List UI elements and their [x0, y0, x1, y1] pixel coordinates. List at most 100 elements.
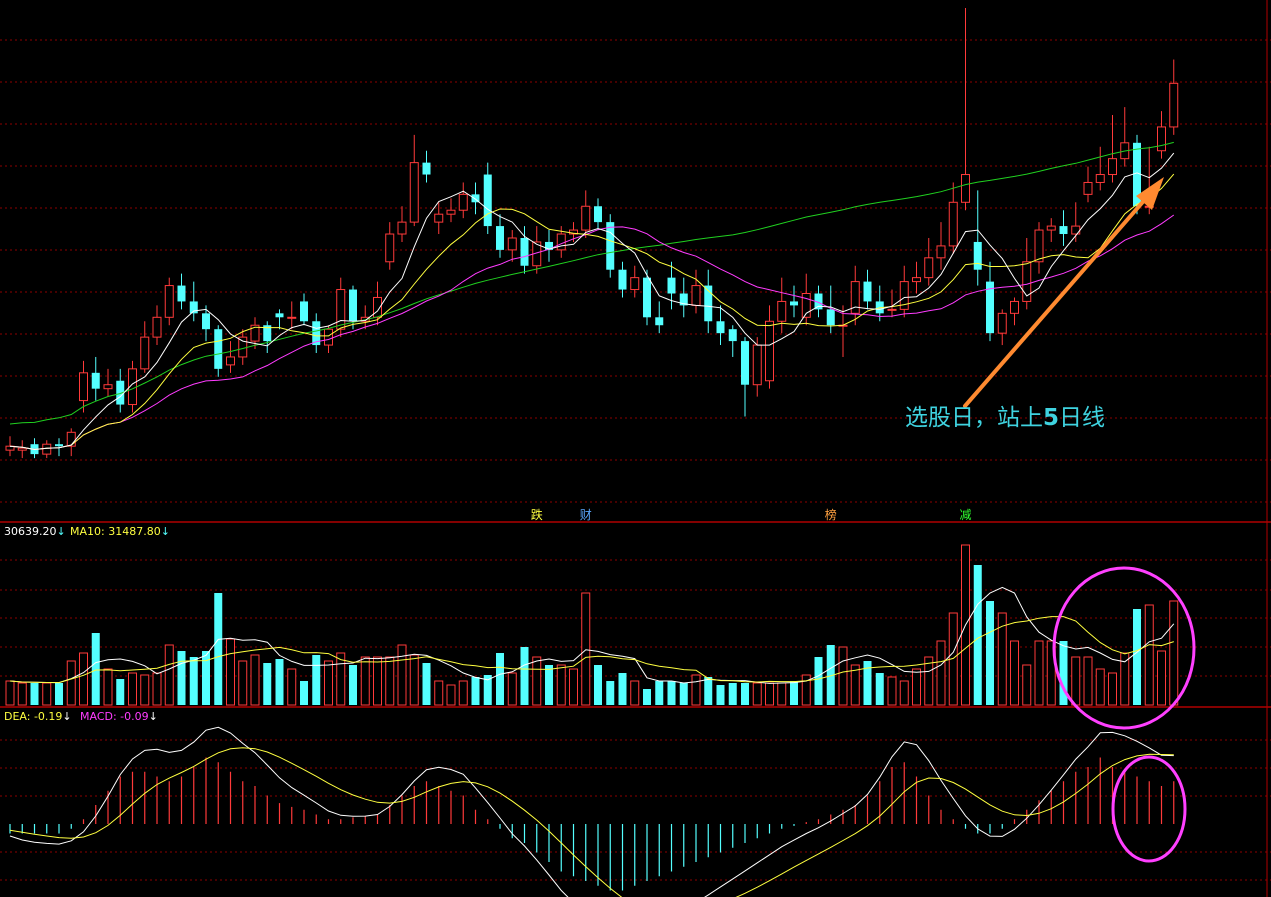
- candle-body: [1046, 225, 1056, 231]
- candle-body: [1133, 142, 1141, 207]
- volume-bar: [263, 663, 272, 705]
- candle-body: [1059, 226, 1068, 235]
- candle-body: [275, 313, 284, 318]
- volume-bar: [606, 681, 615, 705]
- volume-bar: [471, 677, 480, 705]
- volume-bar: [924, 656, 934, 706]
- candle-body: [752, 344, 762, 386]
- volume-bar: [556, 664, 566, 706]
- volume-bar: [936, 640, 946, 706]
- volume-bar: [679, 683, 688, 705]
- volume-bar: [1157, 650, 1166, 706]
- volume-bar: [164, 644, 174, 706]
- candle-body: [446, 209, 456, 215]
- candle-body: [606, 222, 615, 270]
- volume-bar: [741, 683, 749, 705]
- candle-body: [1157, 126, 1166, 152]
- volume-bar: [704, 677, 713, 705]
- candle-body: [177, 285, 186, 302]
- volume-ma5-label: 30639.20↓: [4, 525, 66, 538]
- volume-ma10-line: [9, 616, 1174, 684]
- macd-highlight-circle: [1111, 755, 1187, 863]
- candle-body: [899, 281, 909, 310]
- volume-bar: [520, 647, 529, 705]
- candle-body: [545, 241, 553, 250]
- volume-bar: [1133, 609, 1141, 705]
- candle-body: [214, 329, 223, 369]
- volume-bar: [140, 674, 150, 706]
- ma5-line: [9, 152, 1175, 451]
- candle-body: [202, 313, 210, 330]
- candle-body: [1108, 158, 1117, 176]
- volume-bar: [863, 661, 872, 705]
- volume-bar: [79, 652, 88, 706]
- volume-bar: [875, 673, 884, 705]
- event-tag: 跌: [531, 507, 543, 522]
- candle-body: [850, 281, 860, 314]
- candle-body: [5, 445, 15, 451]
- volume-bar: [594, 665, 602, 705]
- volume-bar: [189, 657, 198, 705]
- volume-bar: [986, 601, 994, 705]
- candle-body: [973, 241, 982, 270]
- volume-bar: [532, 656, 542, 706]
- volume-bar: [1034, 640, 1044, 706]
- volume-bar: [17, 682, 27, 706]
- volume-bar: [91, 633, 100, 705]
- volume-bar: [177, 651, 186, 705]
- candle-body: [164, 285, 174, 318]
- volume-bar: [973, 565, 982, 705]
- candle-body: [520, 237, 529, 266]
- event-tag: 减: [959, 508, 971, 522]
- volume-bar: [360, 656, 370, 706]
- candle-body: [152, 316, 162, 338]
- candle-body: [349, 289, 357, 322]
- candle-body: [250, 324, 260, 342]
- candle-body: [91, 372, 100, 389]
- volume-bar: [66, 660, 76, 706]
- candle-body: [777, 300, 787, 322]
- candle-body: [17, 447, 27, 451]
- volume-bar: [214, 593, 223, 705]
- volume-bar: [128, 672, 137, 706]
- volume-bar: [1059, 641, 1068, 705]
- volume-bar: [55, 683, 63, 705]
- candle-body: [226, 356, 235, 366]
- volume-bar: [1046, 640, 1056, 706]
- candle-body: [1095, 174, 1105, 183]
- candle-body: [556, 233, 566, 251]
- volume-bar: [581, 592, 591, 706]
- candle-body: [924, 257, 934, 279]
- candle-body: [936, 245, 946, 259]
- event-tag: 榜: [825, 507, 837, 522]
- candle-body: [238, 336, 248, 358]
- candle-body: [594, 206, 602, 223]
- ma20-line: [9, 214, 1175, 451]
- candle-body: [790, 301, 798, 306]
- volume-bar: [1095, 668, 1105, 706]
- volume-bar: [300, 681, 308, 705]
- volume-bar: [850, 664, 860, 706]
- volume-bar: [1071, 656, 1081, 706]
- candle-body: [385, 233, 395, 263]
- volume-bar: [373, 656, 382, 706]
- macd-dea-label: DEA: -0.19↓: [4, 710, 72, 723]
- annotation-arrow: [963, 194, 1150, 408]
- volume-bar: [30, 683, 39, 705]
- volume-bar: [667, 681, 676, 705]
- volume-bar: [1144, 604, 1154, 706]
- candle-body: [679, 293, 688, 306]
- candle-body: [103, 384, 113, 390]
- ma10-line: [9, 173, 1175, 451]
- candle-body: [324, 328, 333, 346]
- volume-bar: [103, 668, 113, 706]
- volume-bar: [826, 645, 835, 705]
- volume-bar: [275, 659, 284, 705]
- volume-bar: [912, 668, 921, 706]
- volume-ma5-line: [9, 586, 1175, 684]
- volume-bar: [324, 660, 333, 706]
- candle-body: [948, 201, 958, 247]
- candle-body: [691, 285, 701, 306]
- candle-body: [961, 174, 970, 203]
- volume-ma10-label: MA10: 31487.80↓: [70, 525, 170, 538]
